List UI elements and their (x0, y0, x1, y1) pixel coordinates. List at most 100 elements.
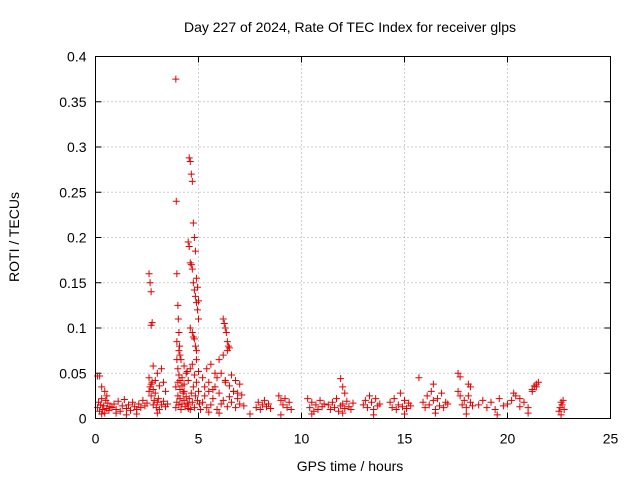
data-point (341, 389, 349, 397)
data-point (225, 382, 233, 390)
data-point (227, 398, 235, 406)
data-point (516, 395, 524, 403)
grid-lines (95, 56, 611, 419)
data-point (190, 404, 198, 412)
data-point (215, 356, 223, 364)
data-point (103, 392, 111, 400)
data-point (265, 400, 273, 408)
data-point (532, 380, 540, 388)
data-point (186, 259, 194, 267)
data-point (438, 389, 446, 397)
data-point (192, 274, 200, 282)
data-point (388, 404, 396, 412)
data-point (186, 157, 194, 165)
data-point (159, 378, 167, 386)
data-point (183, 399, 191, 407)
y-tick-label: 0.1 (67, 320, 87, 336)
data-point (191, 342, 199, 350)
data-point (232, 376, 240, 384)
data-point (493, 411, 501, 419)
data-point (220, 319, 228, 327)
data-point (186, 405, 194, 413)
data-point (129, 398, 137, 406)
data-point (191, 392, 199, 400)
data-point (188, 265, 196, 273)
data-point (157, 401, 165, 409)
data-point (101, 387, 109, 395)
data-point (433, 395, 441, 403)
data-point (187, 389, 195, 397)
data-point (151, 376, 159, 384)
data-point (339, 409, 347, 417)
data-point (147, 321, 155, 329)
data-point (499, 402, 507, 410)
data-point (162, 387, 170, 395)
data-point (184, 238, 192, 246)
data-point (221, 376, 229, 384)
data-point (267, 405, 275, 413)
data-point (365, 392, 373, 400)
y-tick-label: 0.15 (59, 275, 86, 291)
data-point (193, 283, 201, 291)
axes: 0 0.05 0.1 0.15 0.2 0.25 0.3 0.35 0.4 0 5 10 15 20 25 (59, 49, 618, 447)
data-point (192, 356, 200, 364)
data-point (98, 383, 106, 391)
data-point (148, 378, 156, 386)
data-point (147, 392, 155, 400)
data-point (454, 369, 462, 377)
data-point (199, 374, 207, 382)
plot-frame (95, 56, 611, 419)
x-tick-label: 20 (500, 431, 516, 447)
data-point (143, 399, 151, 407)
data-point (320, 400, 328, 408)
data-point (147, 380, 155, 388)
x-axis-label: GPS time / hours (297, 458, 404, 474)
data-point (133, 410, 141, 418)
data-point (175, 329, 183, 337)
data-point (187, 261, 195, 269)
data-point (394, 401, 402, 409)
data-point (339, 383, 347, 391)
data-point (191, 292, 199, 300)
data-point (192, 347, 200, 355)
data-point (176, 342, 184, 350)
data-point (466, 383, 474, 391)
data-point (96, 372, 104, 380)
data-point (203, 365, 211, 373)
data-point (275, 392, 283, 400)
data-point (153, 409, 161, 417)
data-point (458, 401, 466, 409)
data-point (462, 410, 470, 418)
y-tick-label: 0.2 (67, 230, 87, 246)
data-point (184, 401, 192, 409)
data-point (429, 380, 437, 388)
data-point (172, 383, 180, 391)
data-point (285, 398, 293, 406)
data-point (219, 351, 227, 359)
data-point (101, 409, 109, 417)
data-point (199, 398, 207, 406)
data-point (192, 378, 200, 386)
data-point (401, 410, 408, 418)
data-point (277, 396, 285, 404)
data-point (316, 396, 324, 404)
data-point (283, 404, 291, 412)
data-point (179, 389, 187, 397)
data-point (137, 404, 145, 412)
data-point (201, 392, 209, 400)
data-point (308, 410, 316, 418)
data-point (407, 402, 415, 410)
data-point (429, 396, 437, 404)
data-point (236, 400, 244, 408)
data-point (188, 360, 196, 368)
data-point (185, 154, 193, 162)
data-point (186, 365, 194, 373)
data-point (370, 411, 378, 419)
data-point (240, 402, 248, 410)
data-point (116, 407, 124, 415)
data-point (227, 371, 235, 379)
data-point (173, 270, 181, 278)
data-point (153, 398, 161, 406)
data-point (188, 177, 196, 185)
data-points (94, 75, 568, 419)
